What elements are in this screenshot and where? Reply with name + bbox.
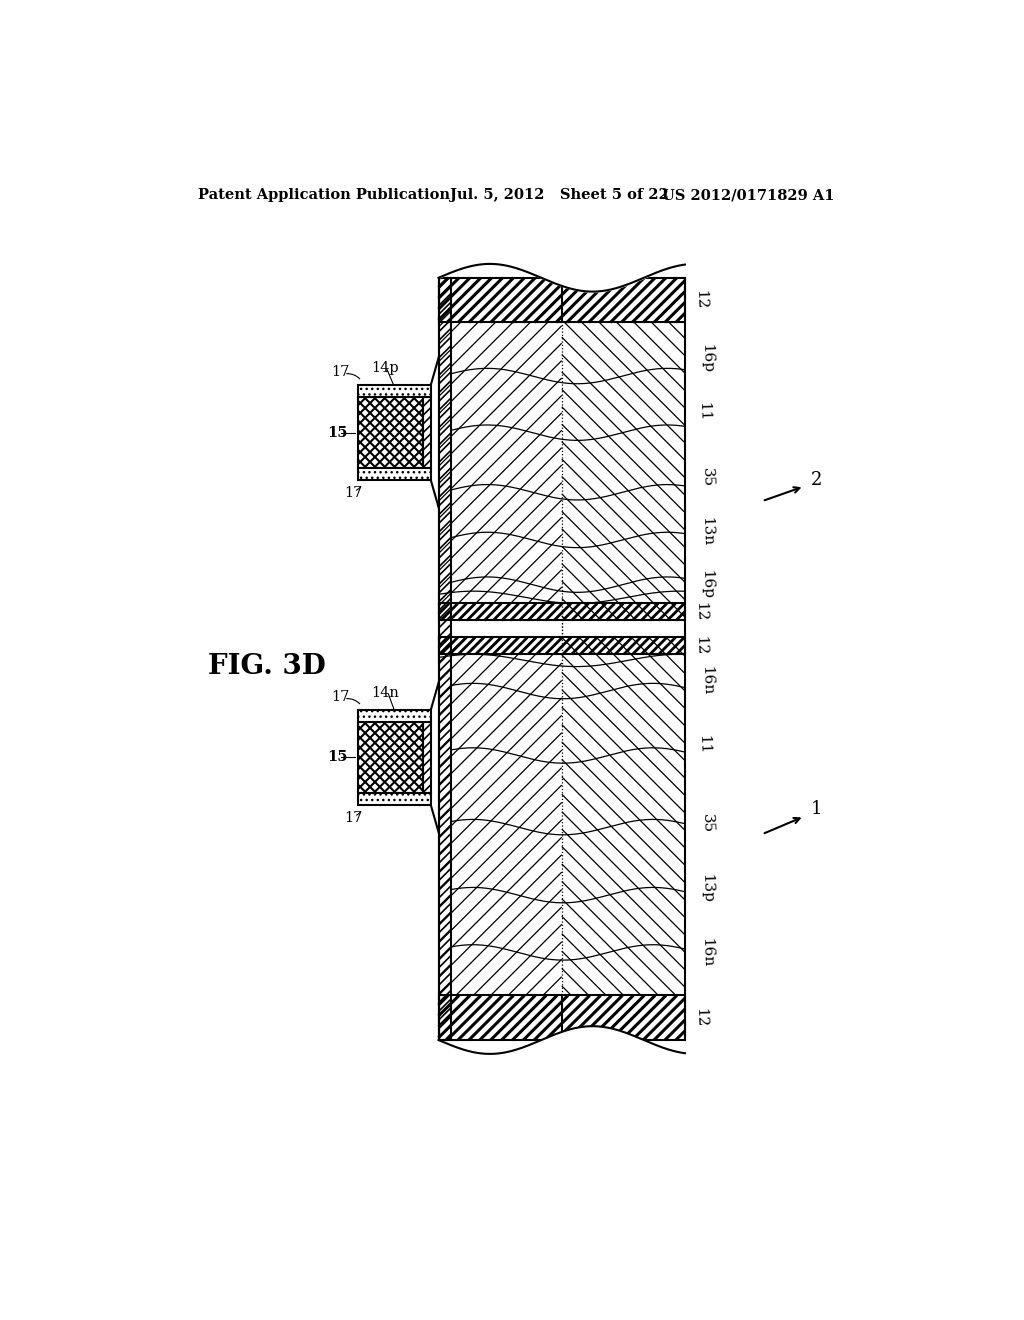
Text: 11: 11 bbox=[696, 401, 712, 422]
Bar bbox=[423, 397, 431, 469]
Bar bbox=[357, 385, 431, 397]
Text: 12: 12 bbox=[692, 1007, 708, 1028]
Text: 13n: 13n bbox=[698, 516, 714, 546]
Text: 12: 12 bbox=[692, 290, 708, 310]
Text: 17: 17 bbox=[331, 690, 349, 705]
Text: 17: 17 bbox=[331, 366, 349, 379]
Bar bbox=[438, 638, 562, 995]
Text: 14n: 14n bbox=[372, 686, 399, 700]
Text: 16n: 16n bbox=[698, 665, 714, 696]
Bar bbox=[423, 722, 431, 793]
Text: 35: 35 bbox=[700, 467, 715, 487]
Text: 35: 35 bbox=[700, 813, 715, 833]
Bar bbox=[357, 722, 423, 793]
Text: 11: 11 bbox=[696, 735, 712, 755]
Bar bbox=[562, 322, 685, 620]
Bar bbox=[357, 397, 423, 469]
Bar bbox=[357, 397, 423, 469]
Text: 12: 12 bbox=[692, 636, 708, 656]
Bar bbox=[423, 722, 431, 793]
Text: 16n: 16n bbox=[698, 937, 714, 968]
Text: 15: 15 bbox=[327, 425, 347, 440]
Text: US 2012/0171829 A1: US 2012/0171829 A1 bbox=[662, 189, 835, 202]
Bar bbox=[357, 793, 431, 805]
Bar bbox=[438, 277, 685, 1040]
Bar bbox=[438, 638, 685, 655]
Text: 17: 17 bbox=[344, 486, 362, 499]
Bar bbox=[438, 322, 562, 620]
Bar bbox=[438, 995, 685, 1040]
Text: 15: 15 bbox=[327, 751, 347, 764]
Bar bbox=[423, 397, 431, 469]
Bar bbox=[357, 397, 423, 469]
Bar bbox=[356, 721, 432, 795]
Text: 13p: 13p bbox=[698, 873, 714, 903]
Bar bbox=[438, 277, 451, 1040]
Text: FIG. 3D: FIG. 3D bbox=[208, 653, 326, 680]
Text: 16p: 16p bbox=[698, 343, 714, 374]
Bar bbox=[438, 995, 685, 1040]
Bar bbox=[357, 722, 423, 793]
Bar bbox=[438, 603, 685, 620]
Bar bbox=[357, 710, 431, 722]
Text: Patent Application Publication: Patent Application Publication bbox=[199, 189, 451, 202]
Text: 1: 1 bbox=[810, 800, 822, 818]
Text: 2: 2 bbox=[810, 471, 822, 490]
Bar bbox=[356, 396, 432, 470]
Text: 12: 12 bbox=[692, 602, 708, 622]
Bar bbox=[438, 620, 685, 638]
Bar bbox=[438, 638, 685, 655]
Bar bbox=[438, 603, 685, 620]
Text: Jul. 5, 2012   Sheet 5 of 22: Jul. 5, 2012 Sheet 5 of 22 bbox=[451, 189, 669, 202]
Text: 14p: 14p bbox=[372, 360, 399, 375]
Bar bbox=[438, 277, 685, 322]
Text: 16p: 16p bbox=[698, 570, 714, 599]
Bar bbox=[438, 277, 451, 1040]
Text: 17: 17 bbox=[344, 810, 362, 825]
Bar bbox=[562, 638, 685, 995]
Bar bbox=[357, 467, 431, 480]
Bar bbox=[438, 277, 685, 322]
Bar bbox=[357, 722, 423, 793]
